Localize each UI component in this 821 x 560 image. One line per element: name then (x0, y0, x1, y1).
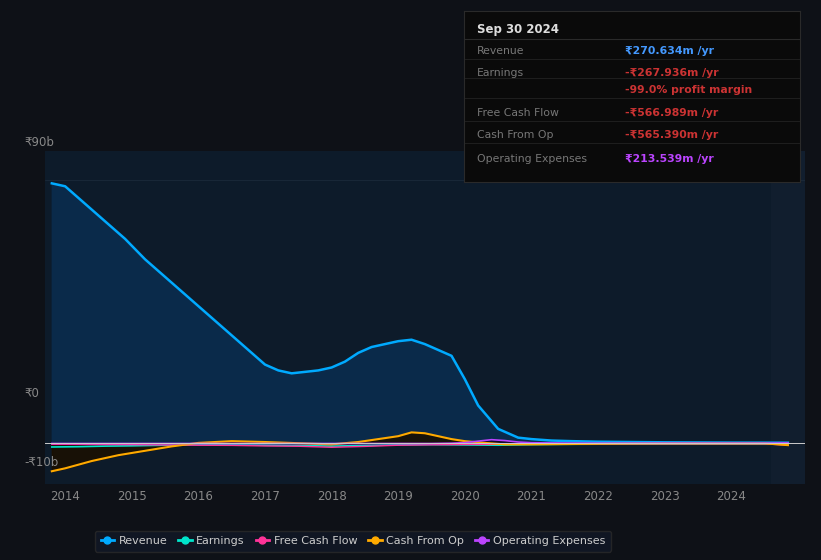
Text: Free Cash Flow: Free Cash Flow (477, 108, 559, 118)
Text: Cash From Op: Cash From Op (477, 130, 554, 140)
Text: ₹270.634m /yr: ₹270.634m /yr (626, 46, 714, 56)
Text: Operating Expenses: Operating Expenses (477, 154, 587, 164)
Text: Earnings: Earnings (477, 68, 525, 78)
Legend: Revenue, Earnings, Free Cash Flow, Cash From Op, Operating Expenses: Revenue, Earnings, Free Cash Flow, Cash … (95, 530, 611, 552)
Text: Revenue: Revenue (477, 46, 525, 56)
Text: -₹10b: -₹10b (25, 455, 59, 469)
Text: ₹0: ₹0 (25, 386, 39, 400)
Text: ₹90b: ₹90b (25, 136, 54, 150)
Text: -99.0% profit margin: -99.0% profit margin (626, 86, 753, 96)
Text: -₹566.989m /yr: -₹566.989m /yr (626, 108, 718, 118)
Text: -₹565.390m /yr: -₹565.390m /yr (626, 130, 718, 140)
Text: -₹267.936m /yr: -₹267.936m /yr (626, 68, 719, 78)
Text: ₹213.539m /yr: ₹213.539m /yr (626, 154, 714, 164)
Text: Sep 30 2024: Sep 30 2024 (477, 23, 559, 36)
Bar (771, 151, 805, 484)
